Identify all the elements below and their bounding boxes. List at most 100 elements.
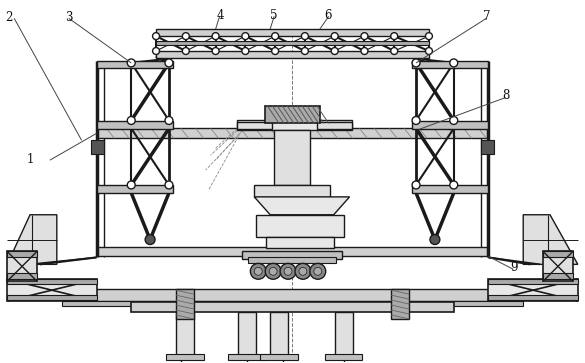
Bar xyxy=(7,252,37,257)
Circle shape xyxy=(128,59,135,67)
Bar xyxy=(7,295,97,300)
Text: 6: 6 xyxy=(325,9,332,21)
Bar xyxy=(91,140,105,154)
Bar xyxy=(238,121,352,130)
Polygon shape xyxy=(254,197,350,215)
Circle shape xyxy=(153,48,160,54)
Text: 4: 4 xyxy=(216,9,223,21)
Bar xyxy=(391,289,409,319)
Circle shape xyxy=(254,267,262,275)
Text: 9: 9 xyxy=(511,261,518,274)
Bar xyxy=(97,129,488,138)
Circle shape xyxy=(391,48,398,54)
Circle shape xyxy=(212,48,219,54)
Circle shape xyxy=(361,48,368,54)
Circle shape xyxy=(128,117,135,125)
Bar xyxy=(488,279,578,284)
Circle shape xyxy=(310,264,326,279)
Bar xyxy=(412,185,488,193)
Text: 2: 2 xyxy=(5,11,13,24)
Bar xyxy=(7,252,37,281)
Bar xyxy=(254,185,330,197)
Text: 8: 8 xyxy=(503,89,510,102)
Circle shape xyxy=(183,33,190,40)
Circle shape xyxy=(265,264,281,279)
Bar xyxy=(176,289,194,319)
Bar xyxy=(62,289,523,301)
Circle shape xyxy=(450,59,457,67)
Bar xyxy=(335,312,353,357)
Bar xyxy=(260,354,298,360)
Circle shape xyxy=(128,181,135,189)
Bar xyxy=(97,61,173,68)
Circle shape xyxy=(430,234,440,245)
Polygon shape xyxy=(523,215,578,264)
Bar xyxy=(543,273,573,279)
Circle shape xyxy=(269,267,277,275)
Circle shape xyxy=(450,181,457,189)
Bar xyxy=(7,279,97,301)
Circle shape xyxy=(412,117,420,125)
Bar xyxy=(265,106,320,123)
Bar xyxy=(238,122,272,129)
Circle shape xyxy=(250,264,266,279)
Circle shape xyxy=(165,59,173,67)
Bar xyxy=(156,41,429,45)
Bar xyxy=(229,354,266,360)
Bar xyxy=(274,130,310,185)
Circle shape xyxy=(271,33,278,40)
Circle shape xyxy=(242,33,249,40)
Bar xyxy=(256,215,343,237)
Circle shape xyxy=(301,33,308,40)
Text: 5: 5 xyxy=(270,9,278,21)
Circle shape xyxy=(412,59,420,67)
Polygon shape xyxy=(7,215,57,264)
Circle shape xyxy=(280,264,296,279)
Bar xyxy=(97,185,173,193)
Bar xyxy=(97,248,488,256)
Bar xyxy=(242,252,342,260)
Bar xyxy=(412,61,488,68)
Circle shape xyxy=(331,33,338,40)
Circle shape xyxy=(165,117,173,125)
Circle shape xyxy=(412,181,420,189)
Circle shape xyxy=(331,48,338,54)
Bar xyxy=(97,122,173,129)
Circle shape xyxy=(361,33,368,40)
Bar xyxy=(480,140,494,154)
Text: 1: 1 xyxy=(26,154,34,166)
Bar xyxy=(62,301,523,306)
Circle shape xyxy=(299,267,307,275)
Bar xyxy=(7,273,37,279)
Bar xyxy=(543,252,573,281)
Bar xyxy=(239,312,256,357)
Bar xyxy=(156,29,429,36)
Text: 3: 3 xyxy=(66,11,73,24)
Circle shape xyxy=(425,33,432,40)
Circle shape xyxy=(242,48,249,54)
Bar xyxy=(543,252,573,257)
Bar xyxy=(266,237,333,249)
Circle shape xyxy=(284,267,292,275)
Circle shape xyxy=(301,48,308,54)
Circle shape xyxy=(183,48,190,54)
Bar xyxy=(270,312,288,357)
Bar xyxy=(249,257,336,264)
Circle shape xyxy=(391,33,398,40)
Circle shape xyxy=(425,48,432,54)
Bar xyxy=(176,312,194,357)
Circle shape xyxy=(212,33,219,40)
Circle shape xyxy=(450,117,457,125)
Circle shape xyxy=(271,48,278,54)
Circle shape xyxy=(165,181,173,189)
Bar xyxy=(166,354,204,360)
Bar xyxy=(317,122,352,129)
Circle shape xyxy=(314,267,322,275)
Circle shape xyxy=(153,33,160,40)
Bar xyxy=(131,302,454,312)
Bar xyxy=(325,354,363,360)
Bar xyxy=(488,279,578,301)
Text: 7: 7 xyxy=(483,10,491,23)
Bar xyxy=(488,295,578,300)
Bar xyxy=(7,279,97,284)
